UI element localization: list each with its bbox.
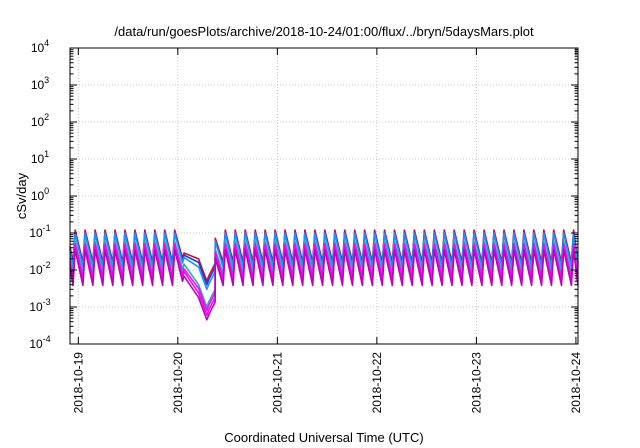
y-tick-label: 101	[31, 149, 49, 166]
x-tick-label: 2018-10-20	[171, 352, 185, 414]
y-tick-label: 104	[31, 38, 49, 55]
y-tick-label: 10-2	[29, 260, 50, 277]
x-axis-label: Coordinated Universal Time (UTC)	[224, 430, 423, 445]
y-tick-label: 10-1	[29, 223, 50, 240]
y-tick-label: 100	[31, 186, 49, 203]
x-tick-label: 2018-10-23	[469, 352, 483, 414]
y-axis: 10-4 10-3 10-2 10-1 100 101 102 103 104	[29, 38, 578, 351]
y-axis-label: cSv/day	[14, 172, 29, 219]
x-tick-label: 2018-10-24	[569, 352, 583, 414]
x-tick-label: 2018-10-22	[370, 352, 384, 414]
y-tick-label: 102	[31, 112, 49, 129]
series-line-7	[69, 249, 579, 321]
y-tick-label: 103	[31, 75, 49, 92]
x-tick-label: 2018-10-19	[71, 352, 85, 414]
chart-title: /data/run/goesPlots/archive/2018-10-24/0…	[114, 24, 534, 39]
x-tick-label: 2018-10-21	[270, 352, 284, 414]
y-tick-label: 10-3	[29, 297, 50, 314]
series-group	[69, 229, 579, 321]
x-axis: 2018-10-19 2018-10-20 2018-10-21 2018-10-22…	[71, 48, 583, 413]
y-tick-label: 10-4	[29, 334, 50, 351]
